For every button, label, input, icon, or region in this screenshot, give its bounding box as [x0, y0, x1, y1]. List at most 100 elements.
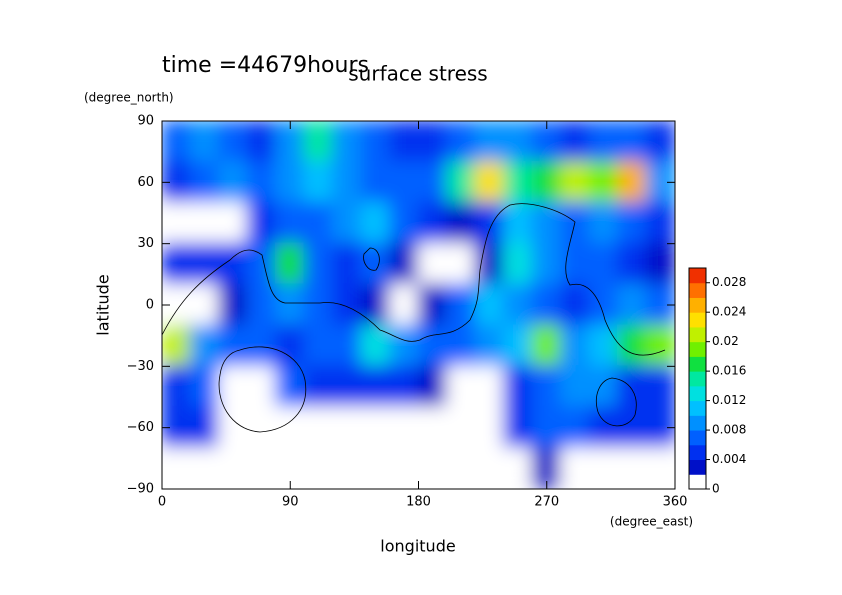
colorbar-swatch — [689, 297, 706, 313]
field-cell — [417, 283, 448, 327]
field-cell — [503, 365, 534, 409]
field-cell — [389, 324, 420, 368]
field-cell — [503, 242, 534, 286]
field-cell — [218, 242, 249, 286]
colorbar-swatch — [689, 459, 706, 475]
field-cell — [360, 121, 391, 163]
field-cell — [218, 365, 249, 409]
field-cell — [360, 447, 391, 489]
field-cell — [189, 283, 220, 327]
field-cell — [417, 447, 448, 489]
cells — [162, 121, 675, 489]
field-cell — [275, 365, 306, 409]
field-cell — [588, 406, 619, 450]
field-cell — [332, 324, 363, 368]
field-cell — [446, 160, 477, 204]
field-cell — [189, 160, 220, 204]
field-cell — [389, 160, 420, 204]
field-cell — [389, 365, 420, 409]
field-cell — [303, 447, 334, 489]
colorbar-swatch — [689, 282, 706, 298]
field-cell — [189, 242, 220, 286]
field-cell — [560, 324, 591, 368]
field-cell — [560, 121, 591, 163]
colorbar-swatch — [689, 474, 706, 490]
field-cell — [189, 406, 220, 450]
field-cell — [617, 121, 648, 163]
y-unit: (degree_north) — [84, 91, 174, 105]
field-cell — [588, 283, 619, 327]
field-cell — [162, 324, 192, 368]
field-cell — [332, 242, 363, 286]
colorbar-swatch — [689, 268, 706, 284]
field-cell — [246, 242, 277, 286]
field-cell — [189, 121, 220, 163]
field-cell — [332, 447, 363, 489]
x-tick-label: 180 — [406, 495, 431, 510]
field-cell — [417, 242, 448, 286]
coastlines — [162, 203, 666, 433]
field-cell — [531, 283, 562, 327]
field-cell — [417, 121, 448, 163]
field-cell — [360, 324, 391, 368]
field-cell — [531, 406, 562, 450]
field-cell — [246, 121, 277, 163]
field-cell — [617, 242, 648, 286]
field-cell — [446, 242, 477, 286]
field-cell — [303, 160, 334, 204]
field-cell — [360, 406, 391, 450]
field-cell — [332, 201, 363, 245]
field-cell — [617, 283, 648, 327]
field-cell — [162, 242, 192, 286]
field-cell — [246, 324, 277, 368]
field-cell — [446, 447, 477, 489]
field-cell — [588, 201, 619, 245]
colorbar-swatch — [689, 385, 706, 402]
colorbar-swatch — [689, 400, 706, 416]
colorbar-swatch — [689, 430, 706, 446]
field-cell — [474, 121, 505, 163]
coast — [595, 377, 637, 427]
field-cell — [189, 447, 220, 489]
y-tick-label: −60 — [127, 420, 154, 435]
field-cell — [332, 283, 363, 327]
field-cell — [417, 406, 448, 450]
field-cell — [645, 447, 675, 489]
field-cell — [531, 160, 562, 204]
field-cell — [332, 121, 363, 163]
field-cell — [474, 201, 505, 245]
colorbar-swatch — [689, 444, 706, 461]
field-cell — [474, 365, 505, 409]
field — [162, 121, 675, 489]
x-tick-label: 270 — [534, 495, 559, 510]
field-cell — [503, 283, 534, 327]
field-cell — [246, 160, 277, 204]
field-cell — [645, 324, 675, 368]
colorbar-swatch — [689, 371, 706, 387]
colorbar-swatch — [689, 312, 706, 328]
y-axis-label: latitude — [94, 274, 113, 335]
field-cell — [360, 160, 391, 204]
colorbar-tick-label: 0.012 — [712, 393, 746, 407]
field-cell — [303, 201, 334, 245]
field-cell — [474, 406, 505, 450]
field-cell — [645, 121, 675, 163]
field-cell — [360, 365, 391, 409]
field-cell — [617, 201, 648, 245]
coast — [363, 247, 380, 271]
colorbar-tick-label: 0.024 — [712, 305, 746, 319]
field-cell — [303, 365, 334, 409]
field-cell — [162, 447, 192, 489]
field-cell — [588, 324, 619, 368]
y-tick-label: −90 — [127, 482, 154, 497]
field-cell — [446, 365, 477, 409]
colorbar-swatch — [689, 356, 706, 372]
field-cell — [560, 160, 591, 204]
field-cell — [617, 447, 648, 489]
field-cell — [560, 283, 591, 327]
field-cell — [332, 406, 363, 450]
field-cell — [645, 242, 675, 286]
time-label: time =44679hours — [162, 53, 369, 78]
field-cell — [560, 242, 591, 286]
field-cell — [446, 406, 477, 450]
